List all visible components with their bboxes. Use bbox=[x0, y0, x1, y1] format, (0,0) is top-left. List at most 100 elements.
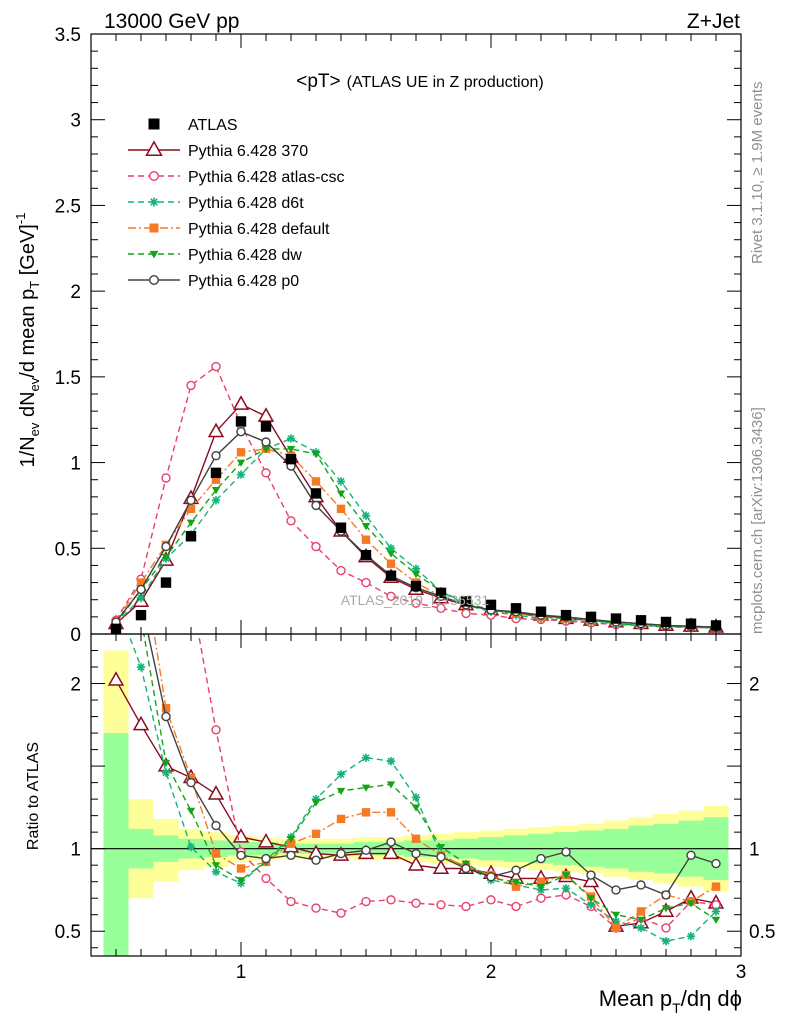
data-point bbox=[386, 550, 396, 558]
data-point bbox=[186, 842, 196, 852]
data-point bbox=[311, 903, 321, 913]
data-point bbox=[636, 880, 646, 890]
ratio-y-axis-label: Ratio to ATLAS bbox=[25, 742, 42, 850]
data-point bbox=[561, 847, 571, 857]
data-point bbox=[136, 584, 146, 595]
data-point bbox=[112, 569, 120, 577]
data-point bbox=[211, 867, 221, 876]
legend-label: Pythia 6.428 370 bbox=[188, 143, 308, 160]
data-point bbox=[436, 844, 446, 852]
data-point bbox=[286, 434, 296, 443]
legend-entry: Pythia 6.428 370 bbox=[128, 140, 308, 160]
data-point bbox=[186, 773, 196, 782]
data-point bbox=[161, 759, 171, 767]
legend: ATLAS Pythia 6.428 370 Pythia 6.428 atlas-… bbox=[128, 117, 345, 290]
data-point bbox=[635, 615, 647, 626]
data-point bbox=[661, 923, 671, 933]
data-point bbox=[236, 427, 246, 437]
data-point bbox=[161, 473, 171, 483]
data-point bbox=[211, 862, 221, 870]
data-point bbox=[435, 587, 447, 599]
data-point bbox=[236, 459, 246, 467]
legend-entry: Pythia 6.428 default bbox=[128, 221, 330, 238]
band-green bbox=[103, 733, 129, 956]
data-point bbox=[536, 853, 546, 864]
data-point bbox=[311, 541, 321, 552]
data-point bbox=[261, 437, 271, 447]
data-point bbox=[137, 547, 145, 555]
data-point bbox=[311, 855, 321, 865]
data-point bbox=[407, 856, 425, 871]
data-point bbox=[560, 609, 572, 621]
legend-entry: Pythia 6.428 atlas-csc bbox=[128, 169, 345, 186]
ratio-y-tick-label: 1 bbox=[70, 840, 81, 861]
data-point bbox=[211, 725, 221, 735]
data-point bbox=[286, 835, 296, 843]
data-point bbox=[336, 770, 346, 779]
plot-title: <pT> (ATLAS UE in Z production) bbox=[296, 71, 543, 92]
data-point bbox=[135, 609, 147, 621]
data-point bbox=[286, 896, 296, 907]
data-point bbox=[436, 852, 446, 862]
data-point bbox=[535, 606, 547, 617]
main-plot-area: ATLAS_2019_I1736531 0 0.5 1 1.5 2 2.5 3 3.5 bbox=[55, 25, 742, 646]
data-point bbox=[186, 777, 196, 788]
mcplots-credit: mcplots.cern.ch [arXiv:1306.3436] bbox=[749, 407, 766, 634]
legend-marker bbox=[149, 250, 159, 259]
data-point bbox=[211, 849, 221, 858]
y-tick-label: 3 bbox=[70, 111, 81, 132]
series-pythia-6-428-d6t bbox=[127, 634, 721, 946]
data-point bbox=[211, 487, 221, 495]
legend-marker bbox=[149, 197, 159, 207]
data-point bbox=[461, 901, 471, 912]
data-point bbox=[236, 470, 246, 479]
energy-label: 13000 GeV pp bbox=[104, 10, 239, 33]
data-point bbox=[211, 451, 221, 461]
data-point bbox=[311, 451, 321, 459]
ratio-y-tick-label-right: 2 bbox=[749, 675, 760, 696]
data-point bbox=[511, 901, 521, 912]
data-point bbox=[336, 908, 346, 918]
legend-label: Pythia 6.428 d6t bbox=[188, 195, 304, 212]
data-point bbox=[161, 704, 171, 713]
data-point bbox=[585, 611, 597, 623]
data-point bbox=[286, 516, 296, 526]
data-point bbox=[236, 864, 246, 873]
data-point bbox=[211, 361, 221, 372]
data-point bbox=[411, 793, 421, 802]
data-point bbox=[486, 872, 496, 882]
data-point bbox=[711, 907, 721, 916]
data-point bbox=[436, 603, 446, 613]
data-point bbox=[586, 895, 596, 903]
ratio-y-tick-label: 2 bbox=[70, 675, 81, 696]
data-point bbox=[611, 923, 621, 933]
data-point bbox=[210, 467, 222, 479]
data-point bbox=[636, 907, 646, 916]
data-point bbox=[361, 577, 371, 588]
legend-label: Pythia 6.428 p0 bbox=[188, 273, 299, 290]
data-point bbox=[661, 905, 671, 913]
data-point bbox=[285, 453, 297, 465]
data-point bbox=[107, 671, 125, 686]
legend-marker bbox=[149, 223, 159, 233]
data-point bbox=[112, 580, 120, 588]
data-point bbox=[136, 578, 146, 587]
data-point bbox=[257, 407, 275, 422]
data-point bbox=[536, 893, 546, 903]
data-point bbox=[185, 531, 197, 542]
data-point bbox=[235, 416, 247, 427]
legend-label: ATLAS bbox=[188, 117, 238, 134]
data-point bbox=[485, 599, 497, 611]
data-point bbox=[582, 872, 600, 888]
series-atlas bbox=[110, 416, 722, 634]
y-tick-label: 2.5 bbox=[55, 196, 81, 217]
data-point bbox=[311, 477, 321, 486]
data-point bbox=[186, 495, 196, 505]
data-point bbox=[112, 580, 120, 588]
data-point bbox=[411, 804, 421, 812]
legend-label: Pythia 6.428 dw bbox=[188, 247, 302, 264]
data-point bbox=[335, 522, 347, 533]
data-point bbox=[310, 488, 322, 499]
data-point bbox=[511, 882, 521, 891]
data-point bbox=[386, 591, 396, 601]
